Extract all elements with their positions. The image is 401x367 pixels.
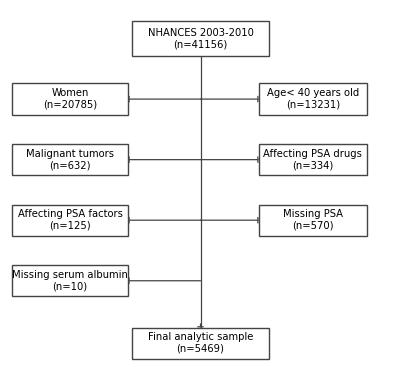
FancyBboxPatch shape (12, 205, 128, 236)
Text: Affecting PSA factors
(n=125): Affecting PSA factors (n=125) (18, 210, 123, 231)
Text: Women
(n=20785): Women (n=20785) (43, 88, 97, 110)
Text: NHANCES 2003-2010
(n=41156): NHANCES 2003-2010 (n=41156) (148, 28, 253, 49)
Text: Age< 40 years old
(n=13231): Age< 40 years old (n=13231) (267, 88, 359, 110)
FancyBboxPatch shape (12, 265, 128, 297)
FancyBboxPatch shape (132, 327, 269, 359)
Text: Malignant tumors
(n=632): Malignant tumors (n=632) (26, 149, 114, 170)
Text: Affecting PSA drugs
(n=334): Affecting PSA drugs (n=334) (263, 149, 362, 170)
FancyBboxPatch shape (12, 84, 128, 115)
Text: Missing PSA
(n=570): Missing PSA (n=570) (283, 210, 343, 231)
FancyBboxPatch shape (259, 205, 367, 236)
FancyBboxPatch shape (132, 21, 269, 56)
FancyBboxPatch shape (259, 84, 367, 115)
FancyBboxPatch shape (12, 144, 128, 175)
FancyBboxPatch shape (259, 144, 367, 175)
Text: Missing serum albumin
(n=10): Missing serum albumin (n=10) (12, 270, 128, 291)
Text: Final analytic sample
(n=5469): Final analytic sample (n=5469) (148, 333, 253, 354)
